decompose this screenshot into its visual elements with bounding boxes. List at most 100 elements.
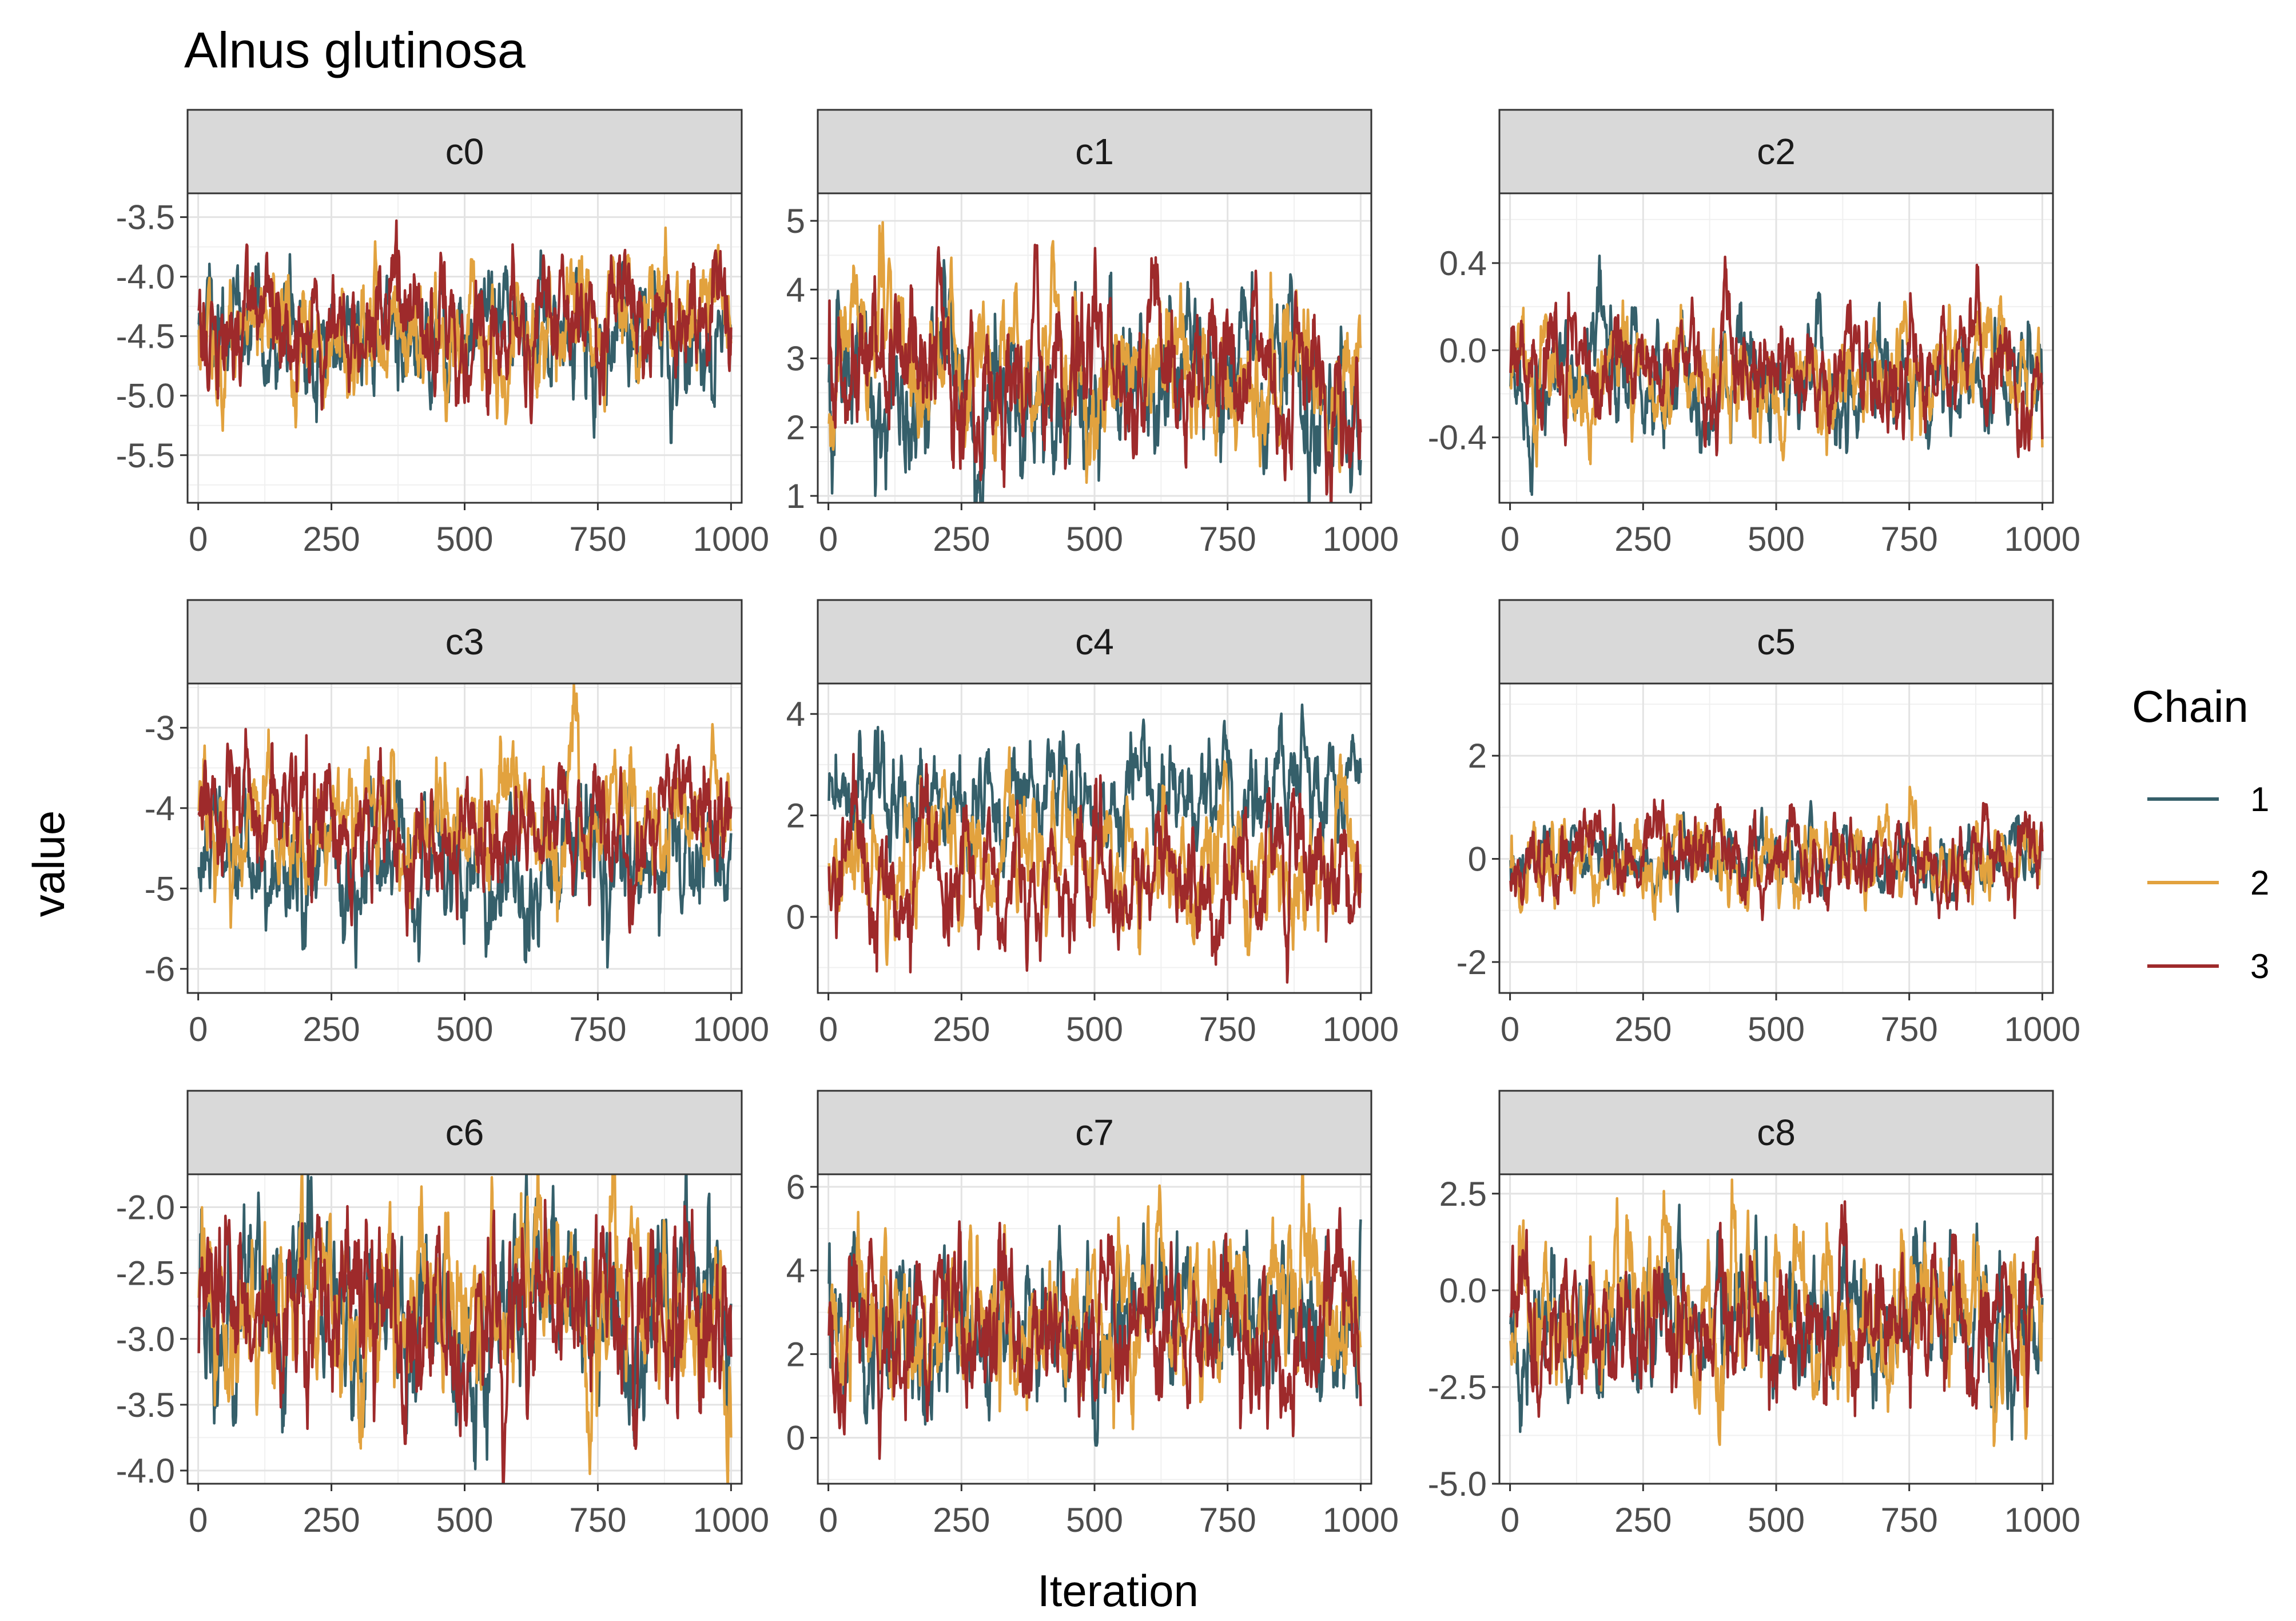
facet-strip	[186, 1090, 743, 1175]
facet-panel-c8: c8 2.5 0.0 -2.5 -5.0 0 250 500 750 1000	[1428, 1090, 2080, 1539]
facet-strip-label: c3	[445, 621, 484, 662]
trace-line-chain-3	[197, 728, 733, 937]
facet-panel-c4: c4 4 2 0 0 250 500 750 1000	[786, 599, 1399, 1048]
facet-strip-label: c2	[1757, 131, 1796, 172]
legend-label: 1	[2250, 780, 2269, 819]
facet-panel-c2: c2 0.4 0.0 -0.4 0 250 500 750 1000	[1428, 109, 2080, 558]
y-tick-label: 0	[786, 1419, 805, 1457]
x-tick-label: 0	[819, 1010, 838, 1048]
y-tick-label: 2	[786, 1335, 805, 1373]
trace-line-chain-3	[1509, 1200, 2043, 1418]
y-tick-label: -2.5	[116, 1254, 175, 1293]
facet-strip	[817, 1090, 1372, 1175]
y-tick-label: -4	[145, 789, 175, 828]
y-tick-label: -3.0	[116, 1320, 175, 1358]
y-tick-label: 6	[786, 1168, 805, 1206]
x-tick-label: 250	[303, 520, 360, 558]
facet-strip-label: c0	[445, 131, 484, 172]
facet-strip	[186, 109, 743, 194]
facet-panel-c5: c5 2 0 -2 0 250 500 750 1000	[1457, 599, 2080, 1048]
trace-line-chain-3	[827, 753, 1362, 984]
x-tick-label: 750	[1881, 520, 1938, 558]
trace-line-chain-3	[197, 219, 733, 424]
x-tick-label: 500	[1066, 1501, 1123, 1539]
x-tick-label: 1000	[2004, 1010, 2080, 1048]
facet-panel-c1: c1 1 2 3 4 5 0 250 500 750 1000	[786, 109, 1399, 558]
x-tick-label: 500	[436, 520, 493, 558]
facet-panel-c6: c6 -2.0 -2.5 -3.0 -3.5 -4.0 0 250 500 750 1000	[116, 1090, 769, 1539]
chain-legend: Chain 1 2 3	[2132, 681, 2269, 986]
x-tick-label: 0	[189, 520, 208, 558]
x-tick-label: 1000	[1323, 1501, 1399, 1539]
y-tick-label: 4	[786, 1251, 805, 1290]
x-tick-label: 500	[1748, 520, 1805, 558]
facet-strip-label: c7	[1075, 1112, 1114, 1153]
x-tick-label: 250	[303, 1501, 360, 1539]
legend-entry-1: 1	[2147, 780, 2269, 819]
x-tick-label: 750	[569, 1010, 626, 1048]
facet-strip	[817, 109, 1372, 194]
x-tick-label: 1000	[693, 1501, 769, 1539]
trace-line-chain-2	[1509, 1178, 2044, 1447]
y-tick-label: 1	[786, 477, 805, 515]
y-tick-label: 0.0	[1439, 1272, 1487, 1310]
trace-line-chain-3	[827, 243, 1362, 503]
x-tick-label: 250	[303, 1010, 360, 1048]
facet-strip	[1498, 1090, 2054, 1175]
y-tick-label: 4	[786, 695, 805, 733]
facet-strip	[186, 599, 743, 685]
y-tick-label: -4.0	[116, 258, 175, 296]
legend-label: 3	[2250, 947, 2269, 986]
y-tick-label: -5.5	[116, 436, 175, 475]
x-tick-label: 750	[1881, 1010, 1938, 1048]
facet-panel-c0: c0 -3.5 -4.0 -4.5 -5.0 -5.5 0 250 500 750 1000	[116, 109, 769, 558]
y-tick-label: 2	[786, 408, 805, 447]
x-tick-label: 750	[1199, 1501, 1256, 1539]
facet-strip	[817, 599, 1372, 685]
x-tick-label: 250	[1614, 520, 1672, 558]
y-tick-label: -2.0	[116, 1189, 175, 1227]
y-tick-label: 2.5	[1439, 1175, 1487, 1213]
x-tick-label: 0	[819, 1501, 838, 1539]
x-tick-label: 750	[569, 1501, 626, 1539]
x-tick-label: 750	[1199, 1010, 1256, 1048]
legend-entry-3: 3	[2147, 947, 2269, 986]
y-tick-label: -3.5	[116, 198, 175, 237]
facet-strip	[1498, 109, 2054, 194]
facet-strip-label: c1	[1075, 131, 1114, 172]
y-tick-label: -2	[1457, 943, 1487, 982]
x-tick-label: 500	[436, 1501, 493, 1539]
y-tick-label: -0.4	[1428, 419, 1487, 457]
facet-panel-c7: c7 6 4 2 0 0 250 500 750 1000	[786, 1090, 1399, 1539]
y-tick-label: -2.5	[1428, 1368, 1487, 1407]
y-tick-label: -5.0	[1428, 1465, 1487, 1503]
y-tick-label: -5.0	[116, 377, 175, 415]
x-tick-label: 0	[1501, 520, 1519, 558]
x-tick-label: 0	[1501, 1501, 1519, 1539]
chart-title: Alnus glutinosa	[184, 22, 526, 78]
x-tick-label: 250	[933, 520, 990, 558]
y-tick-label: -4.5	[116, 317, 175, 356]
y-tick-label: 0.0	[1439, 331, 1487, 370]
y-axis-title: value	[23, 810, 74, 917]
trace-line-chain-1	[197, 249, 733, 444]
x-tick-label: 1000	[2004, 1501, 2080, 1539]
x-tick-label: 500	[1066, 520, 1123, 558]
trace-line-chain-2	[1509, 295, 2044, 468]
y-tick-label: 0	[786, 898, 805, 936]
x-tick-label: 1000	[1323, 520, 1399, 558]
y-tick-label: -4.0	[116, 1452, 175, 1490]
x-tick-label: 750	[569, 520, 626, 558]
x-tick-label: 1000	[693, 520, 769, 558]
trace-line-chain-3	[827, 1207, 1362, 1460]
facet-strip-label: c8	[1757, 1112, 1796, 1153]
x-tick-label: 0	[189, 1010, 208, 1048]
y-tick-label: -3.5	[116, 1386, 175, 1424]
x-tick-label: 0	[819, 520, 838, 558]
y-tick-label: 0.4	[1439, 244, 1487, 283]
x-tick-label: 750	[1881, 1501, 1938, 1539]
facet-strip-label: c6	[445, 1112, 484, 1153]
legend-entries: 1 2 3	[2147, 780, 2269, 986]
y-tick-label: 2	[1468, 737, 1487, 775]
